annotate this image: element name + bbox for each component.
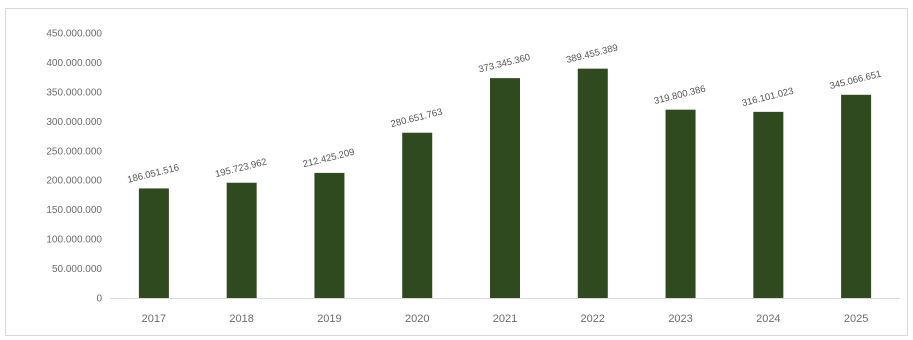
x-tick-label-2020: 2020	[405, 313, 429, 325]
data-label-2025: 345.066.651	[829, 69, 883, 92]
y-tick-label: 300.000.000	[46, 117, 102, 128]
bar-2018	[226, 182, 257, 298]
x-tick-label-2017: 2017	[142, 313, 166, 325]
x-tick-label-2023: 2023	[668, 313, 692, 325]
y-tick-label: 450.000.000	[46, 29, 102, 40]
data-label-2024: 316.101.023	[741, 86, 795, 109]
x-tick-label-2021: 2021	[493, 313, 517, 325]
y-tick-label: 150.000.000	[46, 205, 102, 216]
y-tick-label: 200.000.000	[46, 176, 102, 187]
y-tick-label: 250.000.000	[46, 146, 102, 157]
bar-2020	[402, 132, 433, 298]
x-tick-label-2024: 2024	[756, 313, 780, 325]
bar-2024	[753, 111, 784, 298]
y-tick-label: 50.000.000	[52, 264, 102, 275]
bar-2019	[314, 172, 345, 298]
x-tick-label-2025: 2025	[844, 313, 868, 325]
data-label-2018: 195.723.962	[214, 157, 268, 180]
y-tick-label: 350.000.000	[46, 87, 102, 98]
y-tick-label: 0	[96, 294, 102, 305]
data-label-2017: 186.051.516	[126, 162, 180, 185]
x-tick-label-2018: 2018	[229, 313, 253, 325]
bar-2017	[138, 188, 169, 298]
bar-2022	[577, 68, 608, 298]
data-label-2020: 280.651.763	[390, 107, 444, 130]
bar-2025	[841, 94, 872, 298]
x-tick-label-2019: 2019	[317, 313, 341, 325]
bars	[138, 68, 872, 299]
bar-2023	[665, 109, 696, 299]
x-tick-label-2022: 2022	[581, 313, 605, 325]
x-axis-ticks: 2017 2018 2019 2020 2021 2022 2023 2024 2025	[142, 313, 869, 325]
y-tick-label: 400.000.000	[46, 58, 102, 69]
data-label-2022: 389.455.389	[565, 42, 619, 65]
data-label-2019: 212.425.209	[302, 147, 356, 170]
y-axis-ticks: 0 50.000.000 100.000.000 150.000.000 200.000…	[46, 29, 102, 305]
data-label-2023: 319.800.386	[653, 84, 707, 107]
y-tick-label: 100.000.000	[46, 235, 102, 246]
data-label-2021: 373.345.360	[477, 52, 531, 75]
bar-2021	[490, 78, 520, 298]
